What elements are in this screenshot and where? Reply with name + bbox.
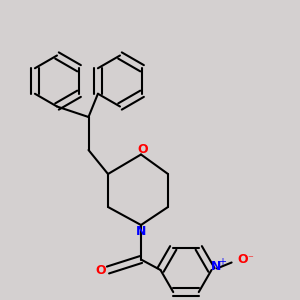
Text: +: + (218, 256, 226, 267)
Text: N: N (136, 225, 146, 238)
Text: O: O (95, 263, 106, 277)
Text: N: N (211, 260, 221, 274)
Text: O: O (137, 142, 148, 156)
Text: ⁻: ⁻ (248, 254, 254, 265)
Text: O: O (237, 253, 248, 266)
